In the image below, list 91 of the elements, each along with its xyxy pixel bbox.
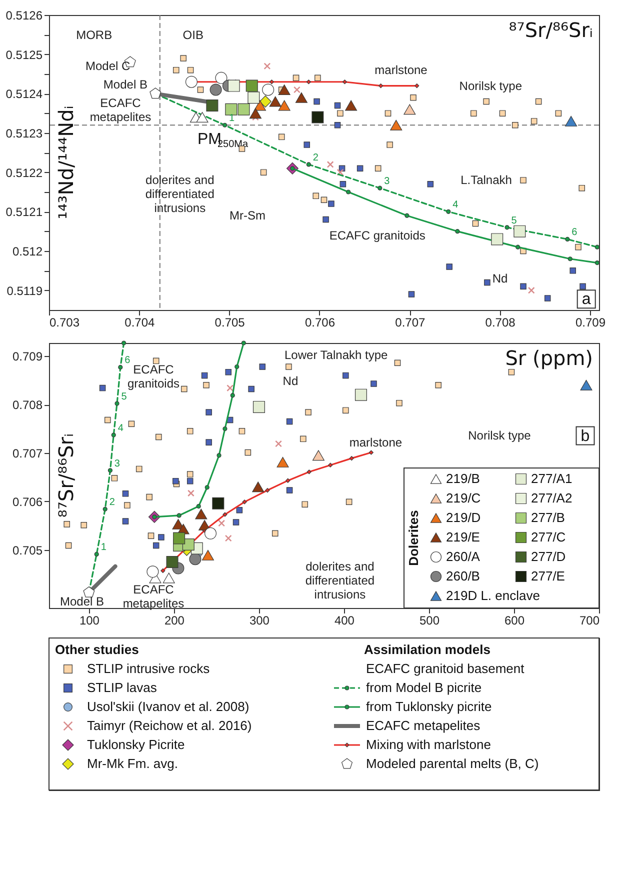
annotation: 2 bbox=[109, 497, 116, 508]
y-axis-title: ¹⁴³Nd/¹⁴⁴Ndᵢ bbox=[54, 106, 78, 220]
x-tick-label: 0.704 bbox=[124, 316, 156, 330]
legend-label: 277/A2 bbox=[531, 490, 572, 506]
legend-label: STLIP lavas bbox=[87, 680, 158, 695]
legend-label: 219/E bbox=[446, 530, 480, 544]
legend-label: 219/D bbox=[446, 510, 481, 525]
y-tick-label: 0.5122 bbox=[6, 166, 43, 180]
legend-title: Dolerites bbox=[406, 510, 421, 566]
x-tick-label: 0.707 bbox=[395, 316, 426, 330]
annotation: 3 bbox=[114, 458, 120, 470]
legend-label: 219/C bbox=[446, 490, 481, 506]
y-tick-label: 0.709 bbox=[12, 350, 43, 364]
annotation: a bbox=[582, 291, 591, 308]
annotation: 5 bbox=[121, 392, 128, 403]
y-tick-label: 0.5125 bbox=[6, 48, 43, 62]
annotation: 4 bbox=[452, 200, 459, 211]
y-tick-label: 0.5119 bbox=[6, 284, 43, 298]
legend-label: 277/A1 bbox=[531, 471, 572, 486]
legend-label: from Tuklonsky picrite bbox=[366, 699, 492, 714]
legend-label: ECAFC metapelites bbox=[366, 718, 481, 733]
y-tick-label: 0.5123 bbox=[6, 126, 43, 140]
annotation: 3 bbox=[384, 176, 390, 188]
x-axis-title: ⁸⁷Sr/⁸⁶Srᵢ bbox=[508, 18, 593, 42]
annotation: ECAFC metapelites bbox=[122, 582, 184, 610]
legend-label: 277/D bbox=[531, 549, 566, 564]
legend-label: Modeled parental melts (B, C) bbox=[366, 756, 539, 771]
y-tick-label: 0.708 bbox=[12, 398, 43, 412]
text: Assimilation models bbox=[364, 642, 490, 657]
y-tick-label: 0.5121 bbox=[6, 205, 43, 220]
annotation: dolerites and differentiated intrusions bbox=[305, 559, 375, 602]
annotation: 5 bbox=[511, 215, 518, 226]
annotation: marlstone bbox=[374, 63, 428, 78]
legend-label: 260/A bbox=[446, 549, 480, 564]
x-tick-label: 200 bbox=[164, 614, 185, 628]
annotation: ECAFC granitoids bbox=[329, 228, 426, 242]
x-tick-label: 500 bbox=[419, 614, 440, 628]
y-tick-label: 0.5124 bbox=[6, 87, 43, 102]
legend-label: STLIP intrusive rocks bbox=[87, 661, 210, 676]
annotation: OIB bbox=[182, 28, 204, 42]
annotation: Nd bbox=[492, 271, 508, 286]
legend-label: 219D L. enclave bbox=[446, 588, 540, 603]
annotation: Model B bbox=[103, 77, 148, 92]
y-tick-label: 0.707 bbox=[12, 446, 43, 460]
x-tick-label: 0.705 bbox=[214, 316, 246, 330]
annotation: Model C bbox=[86, 59, 131, 74]
annotation: 1 bbox=[100, 542, 107, 554]
annotation: Nd bbox=[282, 374, 298, 388]
x-tick-label: 400 bbox=[334, 614, 355, 628]
legend-label: Tuklonsky Picrite bbox=[87, 737, 185, 752]
y-tick-label: 0.512 bbox=[12, 244, 43, 258]
annotation: Norilsk type bbox=[459, 78, 522, 93]
annotation: ECAFC metapelites bbox=[90, 96, 152, 124]
legend-label: 277/C bbox=[531, 530, 566, 544]
annotation: 1 bbox=[229, 113, 236, 124]
x-tick-label: 0.703 bbox=[50, 316, 80, 330]
legend-label: Mr-Mk Fm. avg. bbox=[87, 756, 178, 771]
x-tick-label: 300 bbox=[249, 614, 270, 628]
annotation: Norilsk type bbox=[468, 428, 532, 442]
legend-label: 260/B bbox=[446, 568, 480, 584]
annotation: MORB bbox=[76, 28, 112, 42]
y-tick-label: 0.5126 bbox=[6, 8, 43, 22]
legend-label: Taimyr (Reichow et al. 2016) bbox=[87, 718, 252, 733]
legend-label: 219/B bbox=[446, 471, 480, 486]
legend-label: 277/B bbox=[531, 510, 565, 525]
legend-label: from Model B picrite bbox=[366, 680, 482, 695]
y-tick-label: 0.705 bbox=[12, 543, 43, 558]
x-tick-label: 0.706 bbox=[304, 316, 336, 330]
legend-label: 277/E bbox=[531, 568, 566, 584]
text: Other studies bbox=[55, 642, 139, 657]
x-tick-label: 0.708 bbox=[485, 316, 516, 330]
x-axis-title: Sr (ppm) bbox=[505, 346, 593, 370]
y-tick-label: 0.706 bbox=[12, 494, 43, 509]
text: ECAFC granitoid basement bbox=[366, 661, 525, 676]
annotation: Mr-Sm bbox=[230, 208, 266, 223]
annotation: dolerites and differentiated intrusions bbox=[145, 173, 214, 216]
annotation: Lower Talnakh type bbox=[284, 348, 388, 362]
annotation: Model B bbox=[60, 594, 104, 608]
annotation: marlstone bbox=[349, 435, 402, 450]
annotation: 6 bbox=[572, 227, 578, 238]
annotation: 4 bbox=[118, 423, 124, 434]
y-axis-title: ⁸⁷Sr/⁸⁶Srᵢ bbox=[54, 433, 78, 518]
legend-label: Mixing with marlstone bbox=[366, 737, 491, 752]
x-tick-label: 0.709 bbox=[575, 316, 606, 330]
legend-label: Usol'skii (Ivanov et al. 2008) bbox=[87, 699, 250, 714]
annotation: b bbox=[580, 428, 590, 445]
annotation: L.Talnakh bbox=[460, 173, 512, 188]
annotation: 2 bbox=[312, 152, 319, 164]
x-tick-label: 700 bbox=[579, 614, 600, 628]
x-tick-label: 600 bbox=[504, 614, 525, 628]
x-tick-label: 100 bbox=[79, 614, 100, 628]
